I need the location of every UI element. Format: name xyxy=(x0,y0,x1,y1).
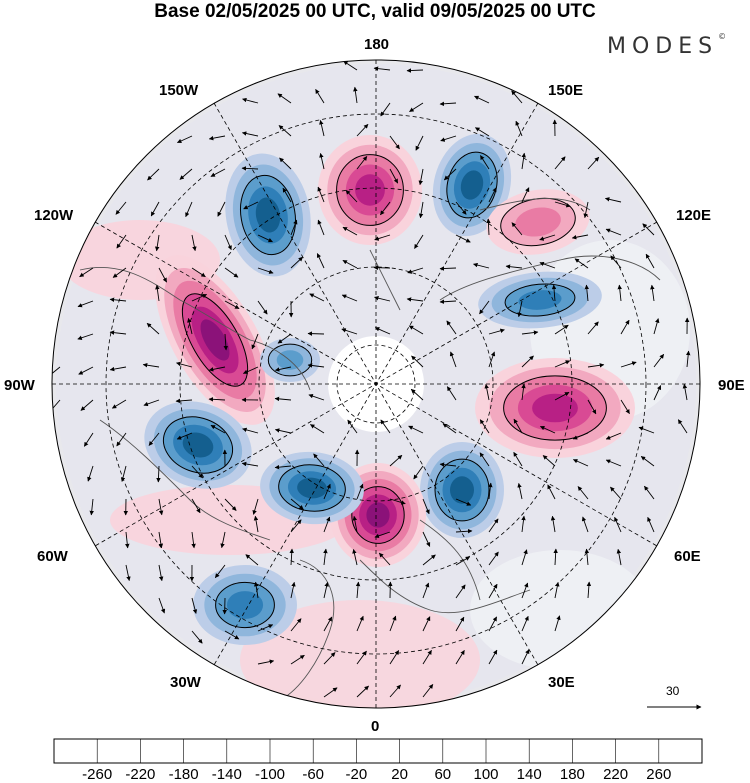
colorbar-tick-label: -140 xyxy=(211,766,242,783)
coastlines xyxy=(79,198,661,701)
anomaly-north-pacific-high xyxy=(355,174,385,206)
height-anomaly-field xyxy=(56,64,696,708)
lon-label-120e: 120E xyxy=(676,207,712,224)
colorbar-tick-label: -220 xyxy=(125,766,156,783)
anomaly-greenland-low xyxy=(297,477,327,499)
colorbar-tick-label: -260 xyxy=(82,766,113,783)
colorbar-tick-label: 140 xyxy=(516,766,542,783)
anomaly-east-siberia-high xyxy=(515,207,561,237)
graticule xyxy=(52,60,700,708)
anomaly-central-siberia-low xyxy=(518,290,562,310)
lon-label-120w: 120W xyxy=(34,207,74,224)
colorbar-tick-label: 20 xyxy=(391,766,408,783)
lon-label-90e: 90E xyxy=(718,377,745,394)
modes-logo: MODES© xyxy=(607,32,727,59)
brand-text: MODES xyxy=(607,34,719,59)
anomaly-kamchatka-low xyxy=(460,170,484,200)
wind-vectors xyxy=(52,60,691,698)
colorbar-tick-label: 220 xyxy=(603,766,629,783)
lon-label-30e: 30E xyxy=(548,674,575,691)
lon-label-180: 180 xyxy=(364,36,390,53)
colorbar-tick-label: 180 xyxy=(559,766,585,783)
lon-label-60e: 60E xyxy=(674,548,701,565)
anomaly-scandinavia-high xyxy=(366,502,390,528)
map-title: Base 02/05/2025 00 UTC, valid 09/05/2025… xyxy=(154,1,596,22)
colorbar-tick-label: 260 xyxy=(646,766,672,783)
anomaly-eastern-europe-low xyxy=(450,476,474,504)
colorbar-tick-label: -60 xyxy=(302,766,325,783)
brand-mark: © xyxy=(718,32,727,41)
reference-vector-label: 30 xyxy=(666,684,680,698)
colorbar-tick-label: 60 xyxy=(434,766,452,783)
map-border xyxy=(51,59,701,709)
anomaly-aleutian-east-low xyxy=(255,197,281,233)
lon-label-30w: 30W xyxy=(170,674,201,691)
lon-label-60w: 60W xyxy=(37,548,68,565)
colorbar-tick-label: -180 xyxy=(168,766,199,783)
colorbar-tick-label: 100 xyxy=(473,766,499,783)
lon-label-0: 0 xyxy=(371,718,380,735)
colorbar-tick-label: -20 xyxy=(345,766,368,783)
lon-label-150e: 150E xyxy=(548,82,584,99)
colorbar-tick-label: -100 xyxy=(254,766,286,783)
anomaly-canada-west-high xyxy=(200,319,230,361)
lon-label-90w: 90W xyxy=(4,377,35,394)
anomaly-ural-high xyxy=(532,393,578,423)
anomaly-mid-atlantic-low xyxy=(226,591,264,619)
colorbar-frame xyxy=(53,738,703,764)
lon-label-150w: 150W xyxy=(159,82,199,99)
anomaly-labrador-low xyxy=(182,432,214,458)
colorbar xyxy=(53,738,703,764)
